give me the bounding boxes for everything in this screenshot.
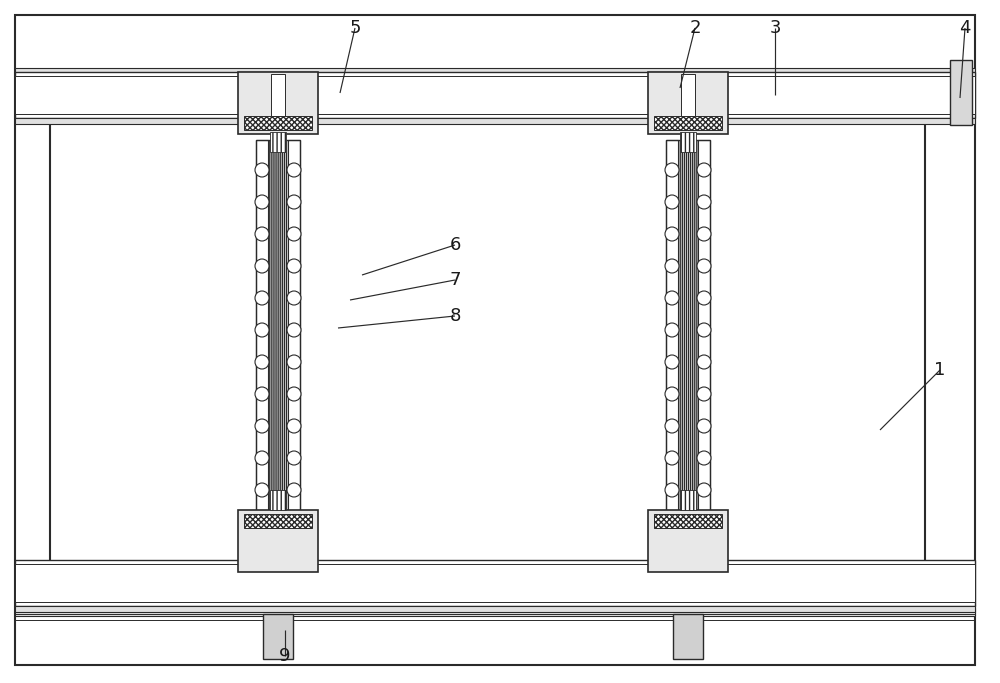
Text: 3: 3: [769, 19, 781, 37]
Circle shape: [287, 451, 301, 465]
Circle shape: [697, 419, 711, 433]
Bar: [654, 514, 722, 528]
Bar: [50, 120, 925, 590]
Bar: [15, 76, 975, 114]
Bar: [288, 140, 300, 520]
Circle shape: [697, 483, 711, 497]
Bar: [680, 490, 696, 510]
Text: 7: 7: [449, 271, 461, 289]
Circle shape: [287, 387, 301, 401]
Bar: [666, 140, 678, 520]
Circle shape: [255, 163, 269, 177]
Bar: [244, 514, 312, 528]
Circle shape: [697, 259, 711, 273]
Circle shape: [287, 483, 301, 497]
Text: 9: 9: [279, 647, 291, 665]
Circle shape: [665, 227, 679, 241]
Circle shape: [697, 227, 711, 241]
Bar: [271, 74, 285, 116]
Circle shape: [665, 387, 679, 401]
Circle shape: [665, 323, 679, 337]
Circle shape: [255, 387, 269, 401]
Circle shape: [287, 227, 301, 241]
Circle shape: [255, 227, 269, 241]
Bar: [15, 68, 975, 76]
Bar: [15, 118, 975, 124]
Circle shape: [665, 355, 679, 369]
Bar: [678, 140, 698, 520]
Circle shape: [697, 323, 711, 337]
Text: 6: 6: [449, 236, 461, 254]
Text: 2: 2: [689, 19, 701, 37]
Text: 5: 5: [349, 19, 361, 37]
Circle shape: [697, 163, 711, 177]
Bar: [263, 614, 293, 659]
Circle shape: [287, 195, 301, 209]
Circle shape: [255, 195, 269, 209]
Circle shape: [665, 451, 679, 465]
Circle shape: [255, 291, 269, 305]
Bar: [238, 510, 318, 572]
Circle shape: [287, 291, 301, 305]
Circle shape: [255, 419, 269, 433]
Bar: [680, 132, 696, 152]
Bar: [648, 72, 728, 134]
Bar: [256, 140, 300, 520]
Bar: [15, 72, 975, 118]
Bar: [238, 72, 318, 134]
Circle shape: [255, 355, 269, 369]
Circle shape: [255, 451, 269, 465]
Circle shape: [697, 355, 711, 369]
Bar: [666, 140, 710, 520]
Bar: [244, 116, 312, 130]
Circle shape: [255, 483, 269, 497]
Bar: [681, 74, 695, 116]
Text: 4: 4: [959, 19, 971, 37]
Circle shape: [665, 195, 679, 209]
Text: 1: 1: [934, 361, 946, 379]
Bar: [654, 116, 722, 130]
Circle shape: [697, 387, 711, 401]
Bar: [15, 608, 975, 616]
Bar: [648, 510, 728, 572]
Bar: [15, 606, 975, 612]
Bar: [698, 140, 710, 520]
Circle shape: [255, 259, 269, 273]
Circle shape: [287, 323, 301, 337]
Circle shape: [287, 259, 301, 273]
Circle shape: [697, 451, 711, 465]
Circle shape: [665, 419, 679, 433]
Circle shape: [665, 259, 679, 273]
Bar: [15, 564, 975, 602]
Bar: [270, 132, 286, 152]
Circle shape: [665, 291, 679, 305]
Circle shape: [697, 291, 711, 305]
Text: 8: 8: [449, 307, 461, 325]
Bar: [256, 140, 268, 520]
Bar: [673, 614, 703, 659]
Circle shape: [287, 419, 301, 433]
Bar: [15, 560, 975, 606]
Circle shape: [287, 355, 301, 369]
Circle shape: [665, 163, 679, 177]
Bar: [950, 60, 972, 125]
Circle shape: [665, 483, 679, 497]
Circle shape: [697, 195, 711, 209]
Circle shape: [287, 163, 301, 177]
Circle shape: [255, 323, 269, 337]
Bar: [268, 140, 288, 520]
Bar: [270, 490, 286, 510]
